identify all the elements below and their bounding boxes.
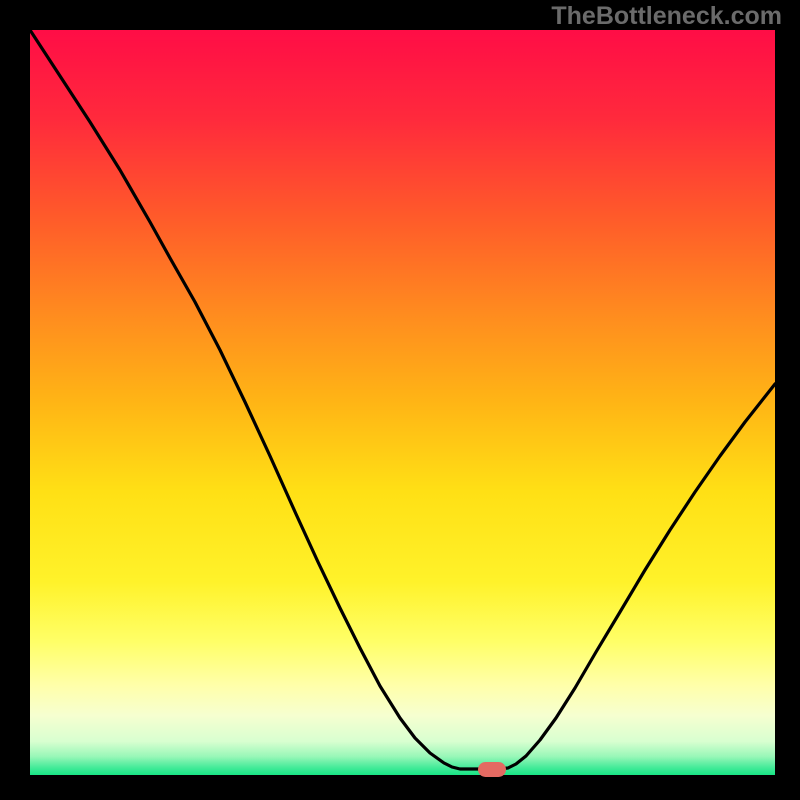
plot-svg [0, 0, 800, 800]
plot-background [30, 30, 775, 775]
chart-frame: TheBottleneck.com [0, 0, 800, 800]
watermark-text: TheBottleneck.com [551, 2, 782, 31]
optimum-marker [478, 762, 506, 777]
